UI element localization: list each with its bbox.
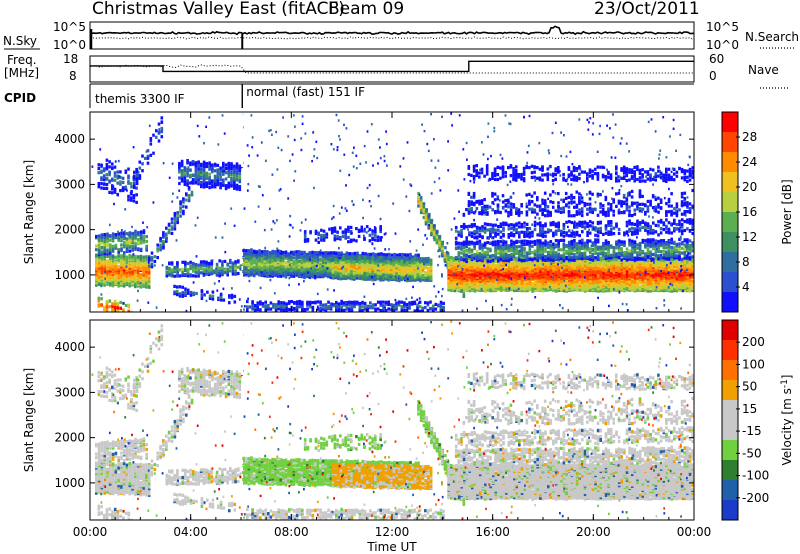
- y-tick-label: 1000: [54, 268, 85, 282]
- velocity-panel: 1000 2000 3000 4000 Slant Range [km] 200 100…: [22, 319, 794, 521]
- nave-tick-bottom: 0: [709, 69, 717, 83]
- y-tick-label: 2000: [54, 223, 85, 237]
- colorbar-tick-label: 24: [742, 155, 757, 169]
- power-colorbar: 28 24 20 16 12 8 4: [721, 111, 757, 313]
- velocity-cells: [91, 320, 694, 520]
- freq-tick-top: 18: [63, 52, 78, 66]
- station-title: Christmas Valley East (fitACF): [92, 0, 345, 19]
- freq-label-1: Freq.: [7, 53, 37, 67]
- colorbar-tick-label: 16: [742, 205, 757, 219]
- colorbar-tick-label: 20: [742, 180, 757, 194]
- time-axis: 00:00 04:00 08:00 12:00 16:00 20:00 00:00: [73, 112, 712, 539]
- time-tick-label: 08:00: [274, 525, 309, 539]
- nave-label: Nave: [748, 63, 779, 77]
- colorbar-swatch: [722, 420, 738, 441]
- nave-tick-top: 60: [709, 52, 724, 66]
- noise-right-label: N.Search: [745, 30, 799, 44]
- colorbar-tick-label: 8: [742, 255, 750, 269]
- colorbar-tick-label: 50: [742, 380, 757, 394]
- colorbar-swatch: [722, 232, 738, 253]
- colorbar-swatch: [722, 320, 738, 341]
- power-y-axis: 1000 2000 3000 4000: [54, 132, 694, 282]
- y-tick-label: 3000: [54, 177, 85, 191]
- colorbar-swatch: [722, 212, 738, 233]
- colorbar-tick-label: -15: [742, 424, 762, 438]
- colorbar-swatch: [722, 380, 738, 401]
- time-tick-label: 16:00: [475, 525, 510, 539]
- freq-panel: Freq. [MHz] 18 8 60 0 Nave: [4, 52, 790, 89]
- time-tick-label: 12:00: [375, 525, 410, 539]
- y-tick-label: 1000: [54, 476, 85, 490]
- y-tick-label: 3000: [54, 385, 85, 399]
- beam-label: Beam 09: [328, 0, 404, 19]
- colorbar-swatch: [722, 132, 738, 153]
- velocity-cbar-label: Velocity [m s-1]: [780, 375, 794, 466]
- y-tick-label: 2000: [54, 431, 85, 445]
- cpid-mode-themis: themis 3300 IF: [95, 92, 185, 106]
- colorbar-tick-label: -50: [742, 446, 762, 460]
- noise-left-tick-top: 10^5: [53, 20, 86, 34]
- noise-right-tick-bottom: 10^0: [706, 38, 739, 52]
- y-tick-label: 4000: [54, 132, 85, 146]
- colorbar-tick-label: 200: [742, 335, 765, 349]
- colorbar-tick-label: 4: [742, 280, 750, 294]
- y-tick-label: 4000: [54, 340, 85, 354]
- colorbar-swatch: [722, 440, 738, 461]
- power-panel: 1000 2000 3000 4000 Slant Range [km] 28 24 20…: [22, 111, 794, 313]
- noise-left-label: N.Sky: [3, 34, 37, 48]
- noise-panel: N.Sky 10^5 10^0 10^5 10^0 N.Search: [3, 20, 799, 52]
- noise-left-tick-bottom: 10^0: [53, 38, 86, 52]
- colorbar-swatch: [722, 252, 738, 273]
- freq-label-2: [MHz]: [4, 66, 39, 80]
- date-label: 23/Oct/2011: [594, 0, 700, 19]
- colorbar-tick-label: -100: [742, 469, 769, 483]
- cpid-label: CPID: [4, 91, 36, 105]
- time-tick-label: 04:00: [173, 525, 208, 539]
- power-ylabel: Slant Range [km]: [22, 160, 36, 264]
- colorbar-swatch: [722, 152, 738, 173]
- colorbar-tick-label: -200: [742, 491, 769, 505]
- colorbar-swatch: [722, 360, 738, 381]
- time-tick-label: 20:00: [576, 525, 611, 539]
- colorbar-swatch: [722, 112, 738, 133]
- nave-line: [89, 64, 694, 74]
- colorbar-tick-label: 100: [742, 357, 765, 371]
- colorbar-swatch: [722, 500, 738, 521]
- time-tick-label: 00:00: [677, 525, 712, 539]
- colorbar-tick-label: 12: [742, 230, 757, 244]
- colorbar-swatch: [722, 192, 738, 213]
- velocity-y-axis: 1000 2000 3000 4000: [54, 340, 694, 490]
- colorbar-tick-label: 28: [742, 130, 757, 144]
- colorbar-swatch: [722, 340, 738, 361]
- colorbar-tick-label: 15: [742, 402, 757, 416]
- cpid-panel: CPID themis 3300 IF normal (fast) 151 IF: [4, 83, 694, 108]
- power-cells: [91, 112, 694, 312]
- freq-line: [90, 60, 694, 73]
- freq-tick-bottom: 8: [69, 69, 77, 83]
- velocity-ylabel: Slant Range [km]: [22, 368, 36, 472]
- colorbar-swatch: [722, 480, 738, 501]
- time-tick-label: 00:00: [73, 525, 108, 539]
- colorbar-swatch: [722, 172, 738, 193]
- time-axis-label: Time UT: [366, 540, 417, 554]
- colorbar-swatch: [722, 400, 738, 421]
- colorbar-swatch: [722, 272, 738, 293]
- colorbar-swatch: [722, 292, 738, 313]
- velocity-colorbar: 200 100 50 15 -15 -50 -100 -200: [721, 319, 769, 521]
- colorbar-swatch: [722, 460, 738, 481]
- noise-right-tick-top: 10^5: [706, 20, 739, 34]
- cpid-mode-normal: normal (fast) 151 IF: [246, 85, 365, 99]
- noise-series: [89, 25, 695, 49]
- power-cbar-label: Power [dB]: [780, 179, 794, 244]
